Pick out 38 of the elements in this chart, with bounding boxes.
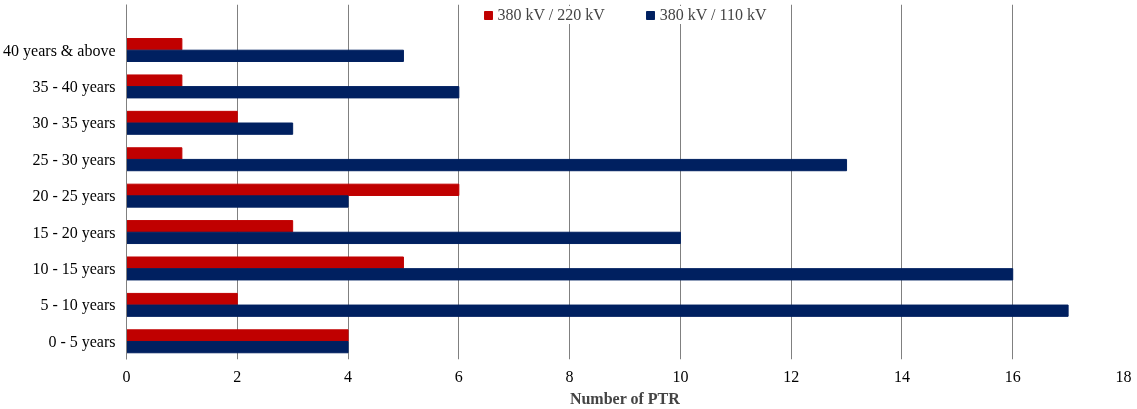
y-tick-label: 10 - 15 years	[32, 259, 116, 278]
bar	[126, 86, 460, 99]
bar	[126, 256, 404, 269]
bar	[126, 38, 183, 51]
y-tick-label: 40 years & above	[3, 41, 116, 60]
bar	[126, 220, 294, 233]
y-tick-label: 35 - 40 years	[32, 77, 116, 96]
legend-label: 380 kV / 220 kV	[497, 6, 605, 24]
x-tick-label: 4	[344, 367, 353, 385]
y-tick-label: 15 - 20 years	[32, 223, 116, 242]
bar	[126, 183, 460, 196]
y-tick-label: 20 - 25 years	[32, 187, 116, 206]
bar	[126, 74, 183, 87]
bar	[126, 49, 404, 62]
bar	[126, 329, 349, 342]
x-tick-label: 0	[122, 367, 131, 385]
bar	[126, 147, 183, 160]
y-tick-label: 30 - 35 years	[32, 114, 116, 133]
y-tick-label: 0 - 5 years	[48, 332, 116, 351]
bar	[126, 158, 848, 172]
x-tick-label: 8	[565, 367, 574, 385]
bar	[126, 231, 681, 245]
bar	[126, 304, 1069, 317]
y-tick-label: 5 - 10 years	[40, 296, 116, 315]
y-tick-label: 25 - 30 years	[32, 150, 116, 169]
x-tick-label: 18	[1115, 367, 1132, 385]
bar	[126, 268, 1014, 281]
bar	[126, 195, 349, 208]
x-tick-label: 2	[233, 367, 242, 385]
legend-label: 380 kV / 110 kV	[659, 6, 767, 24]
x-tick-label: 12	[783, 367, 800, 385]
bar	[126, 340, 349, 354]
x-axis-title: Number of PTR	[569, 389, 681, 407]
x-tick-label: 14	[893, 367, 910, 385]
x-tick-label: 6	[454, 367, 463, 385]
x-tick-label: 16	[1004, 367, 1021, 385]
x-tick-label: 10	[672, 367, 689, 385]
bar	[126, 122, 294, 135]
